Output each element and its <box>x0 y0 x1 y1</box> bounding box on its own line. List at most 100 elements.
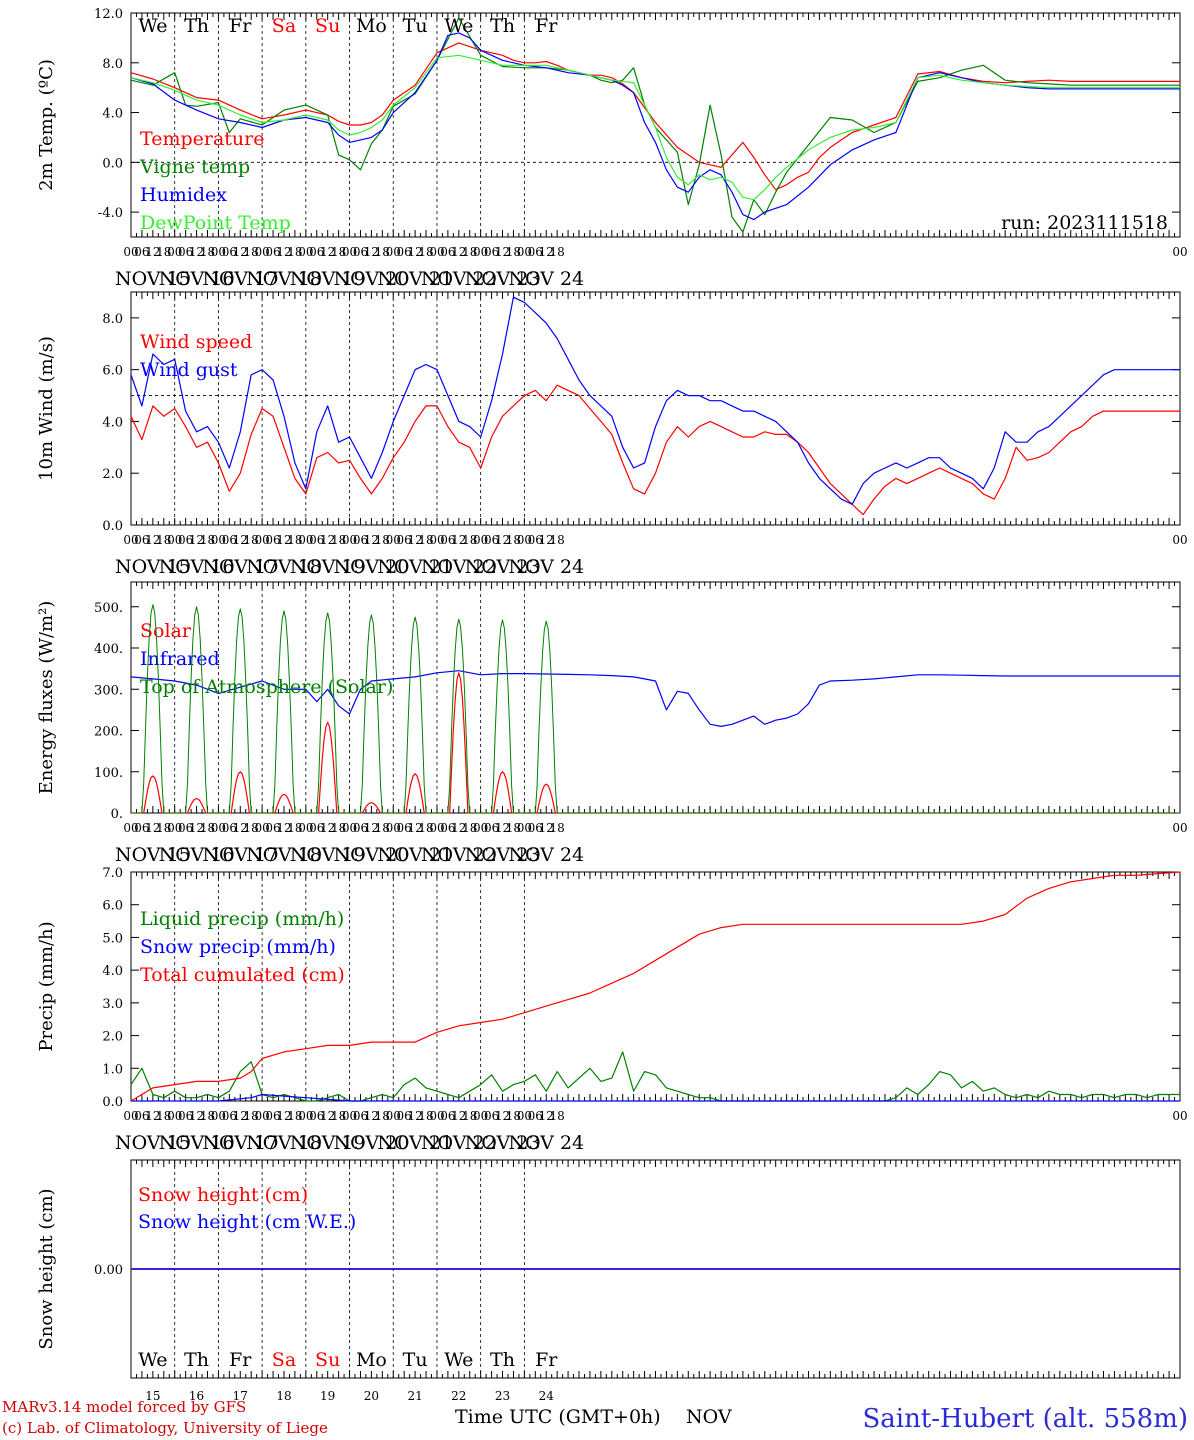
day-number-label: 18 <box>276 1389 291 1403</box>
weekday-label: Sa <box>272 15 296 37</box>
hour-label: 18 <box>200 1109 215 1123</box>
hour-label: 18 <box>462 821 477 835</box>
y-tick-label: -4.0 <box>98 206 123 221</box>
lab-credit: (c) Lab. of Climatology, University of L… <box>2 1419 328 1437</box>
hour-label: 00 <box>167 1109 182 1123</box>
hour-label: 00 <box>517 245 532 259</box>
hour-label: 00 <box>386 533 401 547</box>
hour-label: 12 <box>364 821 379 835</box>
weekday-label: Fr <box>229 1349 252 1371</box>
y-tick-label: 3.0 <box>102 997 123 1012</box>
hour-label: 06 <box>440 245 455 259</box>
hour-label: 12 <box>364 533 379 547</box>
hour-label: 00 <box>167 245 182 259</box>
hour-label: 00 <box>211 245 226 259</box>
hour-label: 18 <box>462 533 477 547</box>
hour-label: 12 <box>539 533 554 547</box>
hour-label: 00 <box>517 821 532 835</box>
hour-label: 18 <box>331 1109 346 1123</box>
legend-dewpoint-temp: DewPoint Temp <box>140 212 291 234</box>
hour-label: 12 <box>233 533 248 547</box>
hour-label: 18 <box>200 533 215 547</box>
hour-label: 00 <box>1172 1109 1187 1123</box>
hour-label: 12 <box>276 533 291 547</box>
y-tick-label: 1.0 <box>102 1062 123 1077</box>
legend-humidex: Humidex <box>140 184 227 206</box>
y-axis-label: 10m Wind (m/s) <box>36 336 57 481</box>
plot-frame <box>130 291 1181 526</box>
hour-label: 00 <box>342 1109 357 1123</box>
y-tick-label: 200. <box>94 725 123 740</box>
hour-label: 06 <box>528 245 543 259</box>
hour-label: 06 <box>528 533 543 547</box>
legend-snow-precip-mm-h: Snow precip (mm/h) <box>140 936 336 958</box>
plot-frame <box>130 12 1181 238</box>
date-label: NOV 17 <box>202 556 278 578</box>
hour-label: 18 <box>244 533 259 547</box>
weekday-label: Mo <box>356 15 387 37</box>
date-label: NOV 23 <box>465 556 541 578</box>
day-number-label: 21 <box>407 1389 422 1403</box>
hour-label: 18 <box>550 533 565 547</box>
hour-label: 06 <box>440 533 455 547</box>
hour-label: 12 <box>276 821 291 835</box>
hour-label: 12 <box>495 533 510 547</box>
date-label: NOV 15 <box>115 1132 191 1154</box>
hour-label: 18 <box>244 821 259 835</box>
y-tick-label: 4.0 <box>102 415 123 430</box>
hour-label: 00 <box>342 533 357 547</box>
day-number-label: 20 <box>364 1389 379 1403</box>
y-tick-label: 0.0 <box>102 1095 123 1110</box>
hour-label: 06 <box>222 245 237 259</box>
month-label: NOV <box>686 1406 732 1428</box>
hour-label: 18 <box>244 1109 259 1123</box>
hour-label: 06 <box>178 533 193 547</box>
weekday-label: We <box>444 1349 473 1371</box>
panel-precipitation: 0.0 1.0 2.0 3.0 4.0 5.0 6.0 7.0 Precip (mm/h) Liq… <box>36 866 1188 1154</box>
hour-label: 00 <box>429 821 444 835</box>
hour-label: 18 <box>287 821 302 835</box>
hour-label: 00 <box>1172 245 1187 259</box>
hour-label: 12 <box>364 245 379 259</box>
weekday-label: Sa <box>272 1349 296 1371</box>
date-label: NOV 22 <box>421 844 497 866</box>
hour-label: 18 <box>331 821 346 835</box>
hour-label: 18 <box>550 821 565 835</box>
hour-label: 12 <box>495 821 510 835</box>
hour-label: 12 <box>451 533 466 547</box>
y-axis-label: Snow height (cm) <box>36 1188 57 1349</box>
hour-label: 00 <box>473 821 488 835</box>
time-axis-label: Time UTC (GMT+0h) <box>455 1406 661 1428</box>
series-total-cumulated-cm <box>130 871 1181 1102</box>
hour-label: 18 <box>287 1109 302 1123</box>
hour-label: 12 <box>189 533 204 547</box>
hour-label: 18 <box>418 1109 433 1123</box>
date-label: NOV 15 <box>115 844 191 866</box>
station-name: Saint-Hubert (alt. 558m) <box>862 1404 1188 1434</box>
hour-label: 06 <box>134 1109 149 1123</box>
hour-label: 00 <box>473 245 488 259</box>
hour-label: 06 <box>309 1109 324 1123</box>
hour-label: 18 <box>244 245 259 259</box>
date-label: NOV 20 <box>333 844 409 866</box>
y-tick-label: 300. <box>94 683 123 698</box>
legend-wind-speed: Wind speed <box>140 331 252 353</box>
hour-label: 00 <box>298 1109 313 1123</box>
hour-label: 06 <box>528 1109 543 1123</box>
hour-label: 12 <box>233 1109 248 1123</box>
y-tick-label: 8.0 <box>102 312 123 327</box>
hour-label: 18 <box>156 533 171 547</box>
hour-label: 06 <box>222 533 237 547</box>
plot-frame <box>130 871 1181 1102</box>
hour-label: 00 <box>298 533 313 547</box>
hour-label: 00 <box>254 245 269 259</box>
date-label: NOV 16 <box>159 268 235 290</box>
date-label: NOV 18 <box>246 268 322 290</box>
weekday-label: Tu <box>403 1349 428 1371</box>
hour-label: 00 <box>429 533 444 547</box>
date-label: NOV 23 <box>465 1132 541 1154</box>
hour-label: 18 <box>156 1109 171 1123</box>
legend-infrared: Infrared <box>140 648 220 670</box>
hour-label: 18 <box>506 533 521 547</box>
y-tick-label: 0.0 <box>102 519 123 534</box>
